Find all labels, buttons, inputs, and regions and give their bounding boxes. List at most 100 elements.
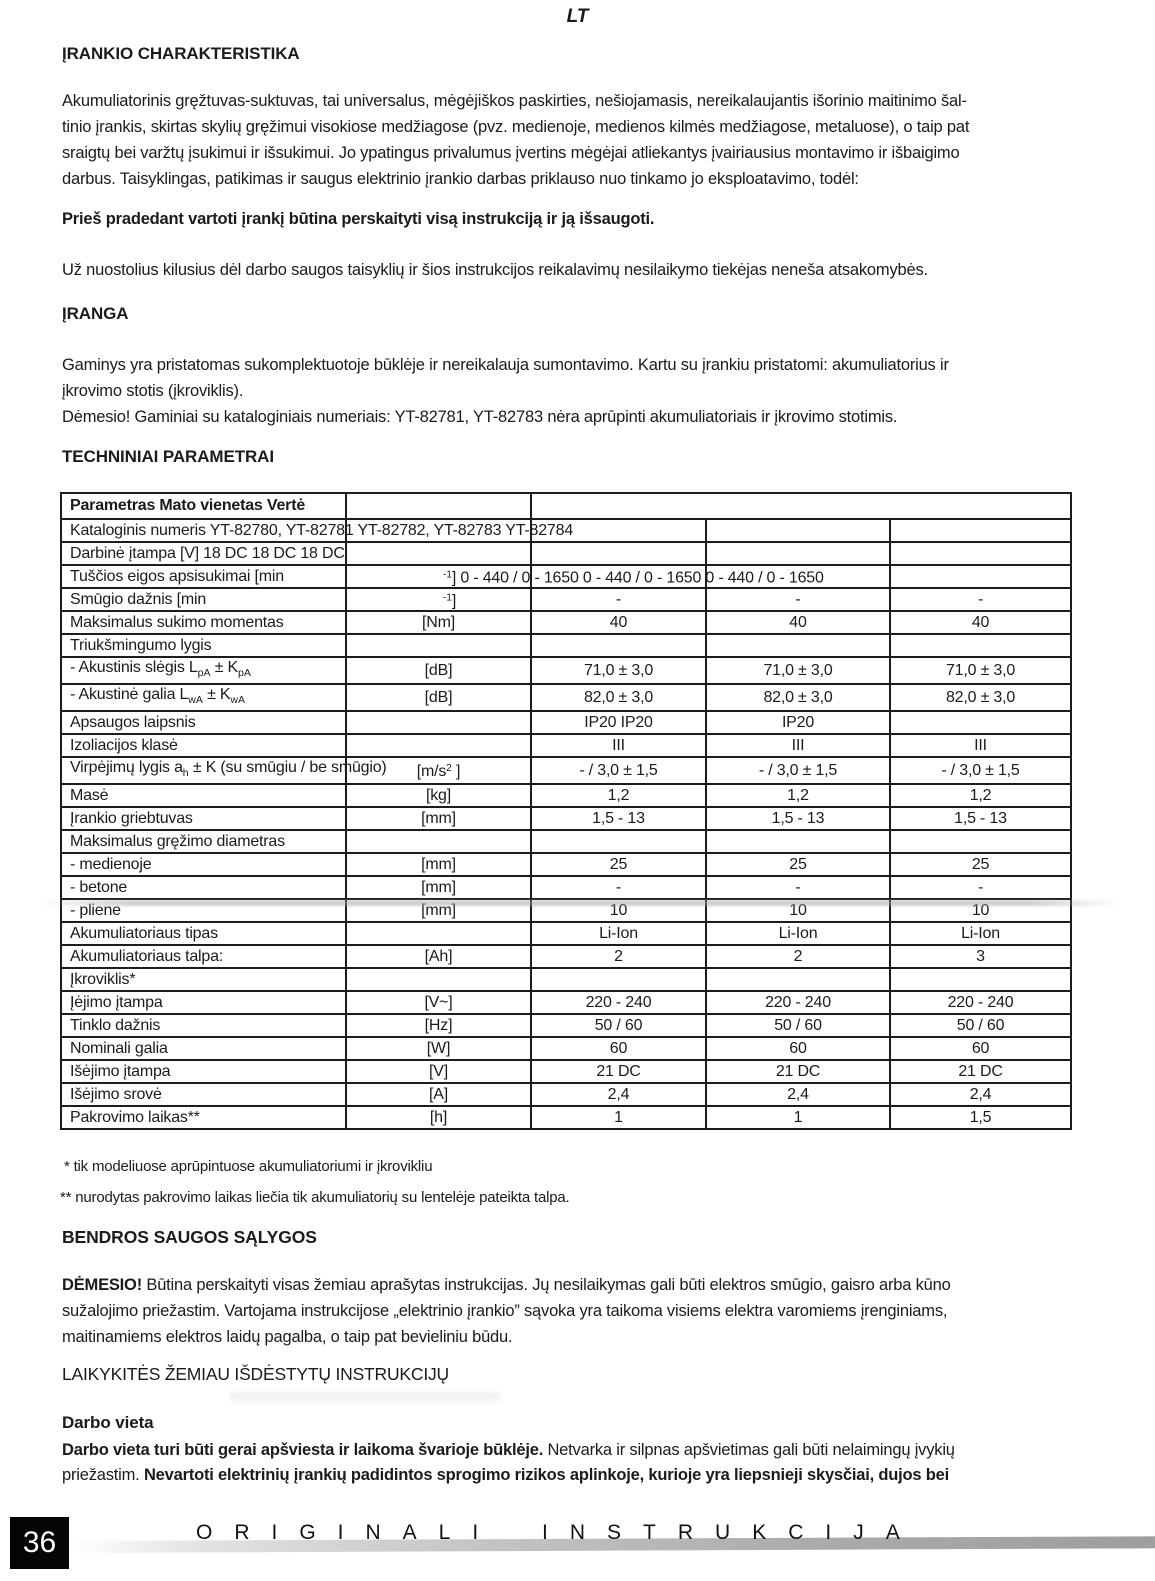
table-cell: Maksimalus sukimo momentas [60, 610, 347, 635]
table-cell: - / 3,0 ± 1,5 [530, 756, 707, 785]
table-cell [530, 633, 707, 658]
follow-instructions-line: LAIKYKITĖS ŽEMIAU IŠDĖSTYTŲ INSTRUKCIJŲ [62, 1364, 449, 1384]
table-cell: III [530, 733, 707, 758]
table-cell: III [888, 733, 1073, 758]
table-cell: 220 - 240 [530, 990, 707, 1015]
table-cell [888, 829, 1073, 854]
table-row: Triukšmingumo lygis [60, 633, 1073, 658]
table-cell: - Akustinė galia LwA ± KwA [60, 683, 347, 712]
table-cell: [mm] [345, 806, 532, 831]
table-cell: [mm] [345, 875, 532, 900]
table-cell: Parametras Mato vienetas Vertė [60, 492, 347, 520]
language-tag: LT [566, 6, 589, 27]
table-cell: 40 [888, 610, 1073, 635]
table-cell: Įėjimo įtampa [60, 990, 347, 1015]
table-cell [530, 518, 707, 543]
table-cell: Tinklo dažnis [60, 1013, 347, 1038]
table-row: Izoliacijos klasė III III III [60, 733, 1073, 758]
table-cell: 2 [530, 944, 707, 969]
table-cell: Triukšmingumo lygis [60, 633, 347, 658]
table-cell: 2,4 [705, 1082, 891, 1107]
scan-artifact-band [42, 900, 1118, 906]
table-cell [530, 541, 707, 566]
liability-note: Už nuostolius kilusius dėl darbo saugos … [62, 261, 928, 279]
table-cell: Nominali galia [60, 1036, 347, 1061]
subsection-heading-workplace: Darbo vieta [62, 1413, 154, 1432]
scan-artifact-smudge [230, 1392, 500, 1401]
table-cell: 2,4 [888, 1082, 1073, 1107]
table-row: Išėjimo srovė [A] 2,4 2,4 2,4 [60, 1082, 1073, 1107]
table-cell: Akumuliatoriaus tipas [60, 921, 347, 946]
table-cell: 220 - 240 [888, 990, 1073, 1015]
table-cell: [Hz] [345, 1013, 532, 1038]
section-heading-tool-characteristics: ĮRANKIO CHARAKTERISTIKA [62, 44, 300, 63]
table-cell: [dB] [345, 656, 532, 685]
general-safety-warning-paragraph: DĖMESIO! Būtina perskaityti visas žemiau… [62, 1276, 951, 1346]
table-cell: Tuščios eigos apsisukimai [min [60, 564, 347, 589]
table-cell [530, 829, 707, 854]
table-cell: - [888, 875, 1073, 900]
table-cell: 1,2 [888, 783, 1073, 808]
table-cell: - Akustinis slėgis LpA ± KpA [60, 656, 347, 685]
table-cell: 71,0 ± 3,0 [530, 656, 707, 685]
table-cell [705, 967, 891, 992]
table-cell: [V] [345, 1059, 532, 1084]
table-cell: Darbinė įtampa [V] 18 DC 18 DC 18 DC [60, 541, 347, 566]
table-row: Išėjimo įtampa [V] 21 DC 21 DC 21 DC [60, 1059, 1073, 1084]
table-cell: 21 DC [888, 1059, 1073, 1084]
table-row: Masė [kg] 1,2 1,2 1,2 [60, 783, 1073, 808]
table-cell: 220 - 240 [705, 990, 891, 1015]
table-row: Kataloginis numeris YT-82780, YT-82781 Y… [60, 518, 1073, 543]
table-row: Darbinė įtampa [V] 18 DC 18 DC 18 DC [60, 541, 1073, 566]
table-cell: - [705, 587, 891, 612]
table-row: - betone [mm] - - - [60, 875, 1073, 900]
table-cell [345, 829, 532, 854]
table-cell [888, 518, 1073, 543]
table-row: - medienoje [mm] 25 25 25 [60, 852, 1073, 877]
table-cell: Apsaugos laipsnis [60, 710, 347, 735]
table-cell: [V~] [345, 990, 532, 1015]
table-cell: 25 [705, 852, 891, 877]
table-cell: Maksimalus gręžimo diametras [60, 829, 347, 854]
table-cell: - [888, 587, 1073, 612]
page-number-badge: 36 [10, 1517, 69, 1569]
table-cell: 25 [530, 852, 707, 877]
table-cell: 1,5 - 13 [530, 806, 707, 831]
table-cell: Li-Ion [530, 921, 707, 946]
table-cell: Li-Ion [705, 921, 891, 946]
table-cell: 50 / 60 [705, 1013, 891, 1038]
table-cell: Išėjimo srovė [60, 1082, 347, 1107]
table-cell: 21 DC [705, 1059, 891, 1084]
table-cell: 50 / 60 [888, 1013, 1073, 1038]
table-cell: - / 3,0 ± 1,5 [888, 756, 1073, 785]
section-heading-equipment: ĮRANGA [62, 304, 129, 323]
table-cell: 2 [705, 944, 891, 969]
table-cell: 1,2 [530, 783, 707, 808]
table-cell: 60 [888, 1036, 1073, 1061]
table-row: Pakrovimo laikas** [h] 1 1 1,5 [60, 1105, 1073, 1130]
table-cell [705, 829, 891, 854]
read-instructions-note: Prieš pradedant vartoti įrankį būtina pe… [62, 210, 655, 228]
table-cell [529, 492, 1073, 520]
table-cell: - / 3,0 ± 1,5 [705, 756, 891, 785]
tool-characteristics-paragraph: Akumuliatorinis gręžtuvas-suktuvas, tai … [62, 92, 970, 188]
table-row: - Akustinė galia LwA ± KwA [dB] 82,0 ± 3,0… [60, 683, 1073, 712]
table-cell: [W] [345, 1036, 532, 1061]
table-cell: [A] [345, 1082, 532, 1107]
table-cell: 1,5 - 13 [705, 806, 891, 831]
table-cell: 40 [705, 610, 891, 635]
table-cell: Virpėjimų lygis ah ± K (su smūgiu / be s… [60, 756, 387, 785]
table-cell: - [530, 875, 707, 900]
table-cell [705, 564, 891, 589]
table-cell: 1,5 [888, 1105, 1073, 1130]
table-row: Tuščios eigos apsisukimai [min -1] 0 - 44… [60, 564, 1073, 589]
equipment-paragraph: Gaminys yra pristatomas sukomplektuotoje… [62, 356, 949, 426]
table-cell [345, 492, 532, 520]
table-cell [530, 564, 707, 589]
table-row: Maksimalus sukimo momentas [Nm] 40 40 40 [60, 610, 1073, 635]
table-cell: -1] [345, 587, 532, 612]
table-cell: 71,0 ± 3,0 [705, 656, 891, 685]
table-cell [705, 633, 891, 658]
table-cell: -1] 0 - 440 / 0 - 1650 0 - 440 / 0 - 165… [345, 564, 824, 589]
